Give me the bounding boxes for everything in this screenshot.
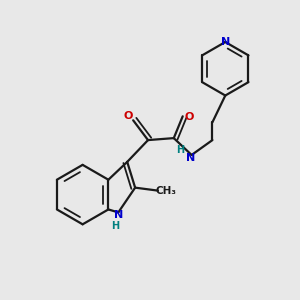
Text: O: O: [124, 111, 133, 121]
Text: H: H: [176, 145, 184, 155]
Text: CH₃: CH₃: [155, 186, 176, 196]
Text: N: N: [114, 210, 123, 220]
Text: N: N: [186, 153, 195, 163]
Text: N: N: [221, 37, 230, 47]
Text: O: O: [185, 112, 194, 122]
Text: H: H: [111, 221, 119, 231]
